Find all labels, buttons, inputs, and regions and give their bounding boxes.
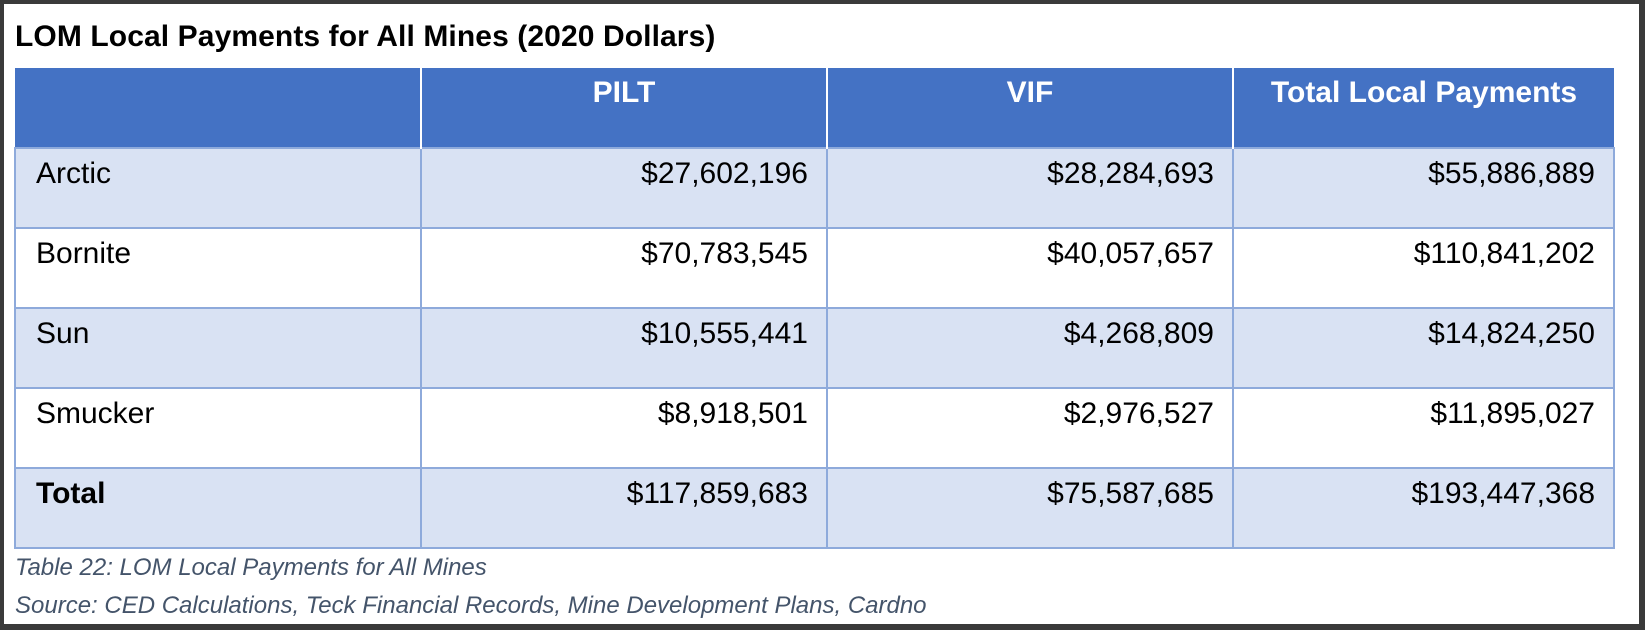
header-cell-vif: VIF: [827, 68, 1234, 148]
total-local-payments-cell: $110,841,202: [1232, 227, 1615, 309]
pilt-cell: $8,918,501: [420, 387, 828, 469]
table-row: Arctic $27,602,196 $28,284,693 $55,886,8…: [14, 147, 1615, 229]
vif-cell: $40,057,657: [826, 227, 1234, 309]
vif-total-cell: $75,587,685: [826, 467, 1234, 549]
mine-name-cell: Smucker: [14, 387, 422, 469]
pilt-cell: $70,783,545: [420, 227, 828, 309]
total-label-cell: Total: [14, 467, 422, 549]
payments-table: PILT VIF Total Local Payments Arctic $27…: [14, 68, 1615, 549]
pilt-cell: $10,555,441: [420, 307, 828, 389]
table-source-note: Source: CED Calculations, Teck Financial…: [15, 592, 927, 619]
vif-cell: $2,976,527: [826, 387, 1234, 469]
table-header-row: PILT VIF Total Local Payments: [15, 68, 1614, 148]
table-row: Bornite $70,783,545 $40,057,657 $110,841…: [14, 227, 1615, 309]
header-cell-mine: [15, 68, 422, 148]
grand-total-cell: $193,447,368: [1232, 467, 1615, 549]
table-caption: Table 22: LOM Local Payments for All Min…: [15, 554, 487, 581]
mine-name-cell: Sun: [14, 307, 422, 389]
header-cell-pilt: PILT: [421, 68, 828, 148]
mine-name-cell: Arctic: [14, 147, 422, 229]
table-title: LOM Local Payments for All Mines (2020 D…: [15, 20, 716, 53]
total-local-payments-cell: $11,895,027: [1232, 387, 1615, 469]
table-row: Smucker $8,918,501 $2,976,527 $11,895,02…: [14, 387, 1615, 469]
mine-name-cell: Bornite: [14, 227, 422, 309]
pilt-total-cell: $117,859,683: [420, 467, 828, 549]
total-local-payments-cell: $55,886,889: [1232, 147, 1615, 229]
total-local-payments-cell: $14,824,250: [1232, 307, 1615, 389]
table-total-row: Total $117,859,683 $75,587,685 $193,447,…: [14, 467, 1615, 549]
table-row: Sun $10,555,441 $4,268,809 $14,824,250: [14, 307, 1615, 389]
pilt-cell: $27,602,196: [420, 147, 828, 229]
vif-cell: $28,284,693: [826, 147, 1234, 229]
vif-cell: $4,268,809: [826, 307, 1234, 389]
header-cell-total-local-payments: Total Local Payments: [1233, 68, 1614, 148]
